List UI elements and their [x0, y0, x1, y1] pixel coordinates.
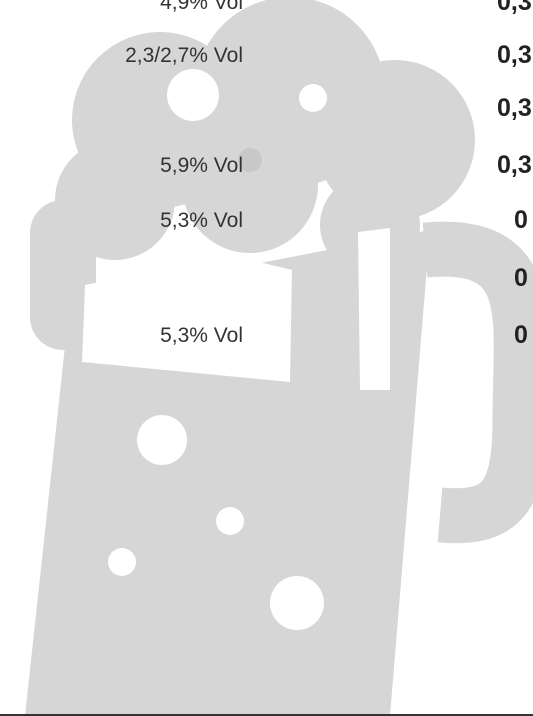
abv-label: 5,3% Vol [160, 210, 243, 231]
abv-label: 2,3/2,7% Vol [125, 45, 243, 66]
page: 4,9% Vol 0,3 2,3/2,7% Vol 0,3 0,3 5,9% Vol 0,3… [0, 0, 533, 716]
beer-mug-background [0, 0, 533, 716]
size-label: 0,3 [497, 43, 532, 68]
size-label: 0 [514, 266, 528, 291]
abv-label: 5,3% Vol [160, 325, 243, 346]
size-label: 0,3 [497, 0, 532, 15]
size-label: 0 [514, 323, 528, 348]
abv-label: 5,9% Vol [160, 155, 243, 176]
size-label: 0,3 [497, 153, 532, 178]
size-label: 0,3 [497, 96, 532, 121]
size-label: 0 [514, 208, 528, 233]
abv-label: 4,9% Vol [160, 0, 243, 13]
